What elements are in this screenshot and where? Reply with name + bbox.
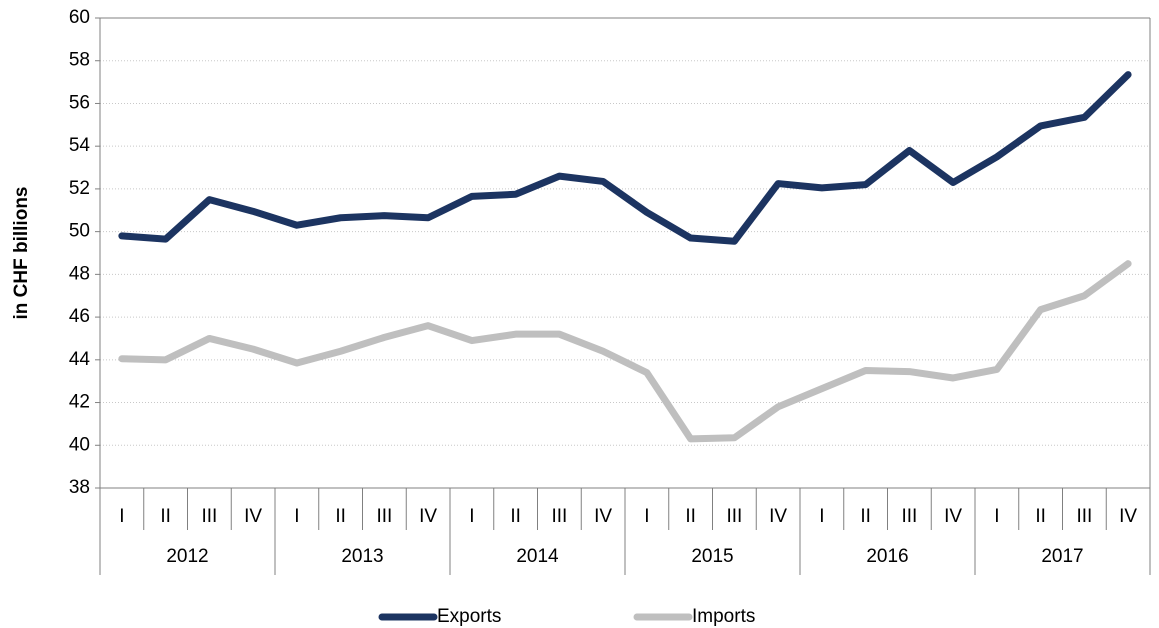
x-tick-label: III <box>901 506 917 527</box>
x-tick-label: II <box>860 506 871 527</box>
x-tick-label: II <box>1035 506 1046 527</box>
x-tick-label: IV <box>244 506 262 527</box>
x-tick-label: I <box>819 506 824 527</box>
legend-label: Exports <box>437 606 501 627</box>
x-tick-label: II <box>335 506 346 527</box>
x-tick-label: II <box>160 506 171 527</box>
y-tick-label: 50 <box>69 221 90 242</box>
y-tick-label: 56 <box>69 92 90 113</box>
x-tick-label: IV <box>594 506 612 527</box>
y-tick-label: 46 <box>69 306 90 327</box>
x-tick-label: I <box>644 506 649 527</box>
x-tick-label: I <box>469 506 474 527</box>
y-tick-label: 44 <box>69 349 91 370</box>
x-tick-label: III <box>726 506 742 527</box>
x-tick-label: III <box>1076 506 1092 527</box>
x-tick-label: I <box>119 506 124 527</box>
x-tick-label: I <box>994 506 999 527</box>
y-tick-label: 54 <box>69 135 91 156</box>
y-tick-label: 48 <box>69 263 90 284</box>
x-tick-label: III <box>201 506 217 527</box>
x-tick-label: II <box>510 506 521 527</box>
x-tick-label: III <box>551 506 567 527</box>
line-series <box>118 71 1132 245</box>
x-tick-label: IV <box>944 506 962 527</box>
x-tick-label: III <box>376 506 392 527</box>
year-label: 2016 <box>866 546 908 567</box>
x-tick-label: II <box>685 506 696 527</box>
y-tick-label: 40 <box>69 434 90 455</box>
y-axis-label: in CHF billions <box>11 187 32 320</box>
legend-label: Imports <box>692 606 755 627</box>
line-series <box>118 260 1132 443</box>
year-label: 2015 <box>691 546 733 567</box>
x-tick-label: IV <box>419 506 437 527</box>
year-label: 2017 <box>1041 546 1083 567</box>
y-tick-label: 58 <box>69 50 90 71</box>
year-label: 2013 <box>341 546 383 567</box>
x-tick-label: IV <box>1119 506 1137 527</box>
y-tick-label: 42 <box>69 392 90 413</box>
year-label: 2014 <box>516 546 559 567</box>
x-tick-label: I <box>294 506 299 527</box>
x-tick-label: IV <box>769 506 787 527</box>
y-tick-label: 38 <box>69 477 90 498</box>
y-tick-label: 52 <box>69 178 90 199</box>
y-tick-label: 60 <box>69 7 90 28</box>
year-label: 2012 <box>166 546 208 567</box>
